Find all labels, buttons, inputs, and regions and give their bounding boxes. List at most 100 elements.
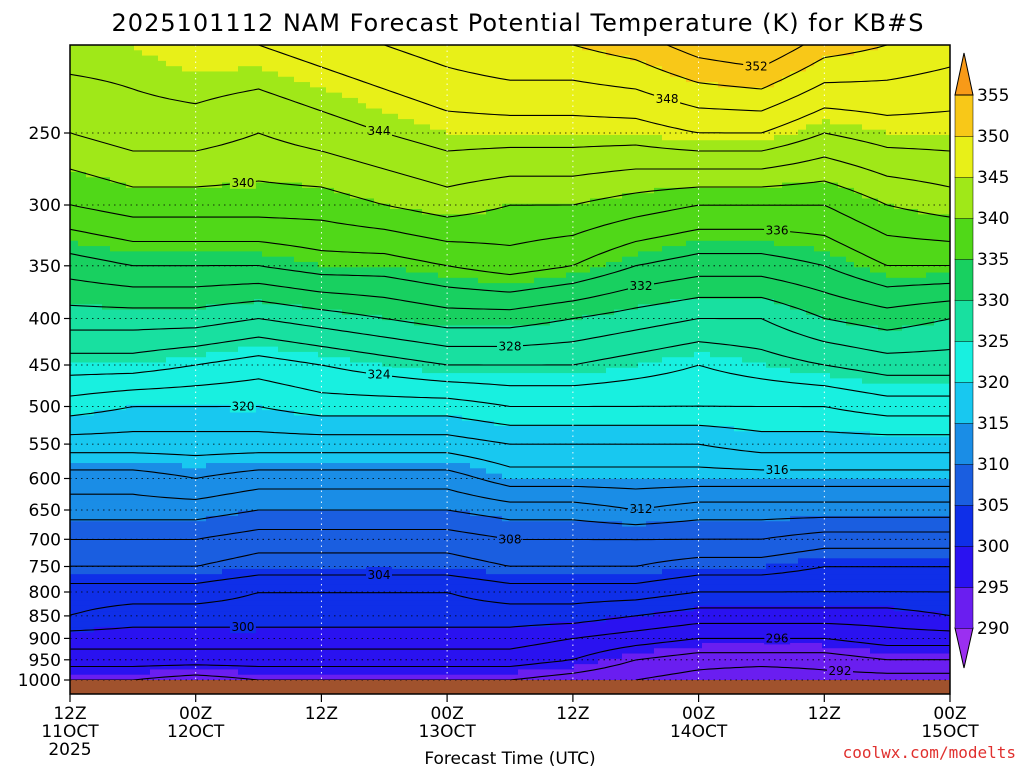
field-cell <box>270 346 279 353</box>
field-cell <box>222 187 231 194</box>
field-cell <box>126 87 135 94</box>
field-cell <box>238 156 247 163</box>
field-cell <box>158 505 167 512</box>
field-cell <box>278 505 287 512</box>
field-cell <box>158 293 167 300</box>
field-cell <box>246 55 255 62</box>
field-cell <box>350 336 359 342</box>
field-cell <box>118 574 127 581</box>
field-cell <box>278 309 287 316</box>
field-cell <box>286 124 295 131</box>
field-cell <box>326 198 335 205</box>
field-cell <box>222 166 231 173</box>
field-cell <box>174 124 183 131</box>
field-cell <box>86 399 95 406</box>
field-cell <box>318 60 327 67</box>
field-cell <box>222 658 231 665</box>
field-cell <box>342 71 351 78</box>
field-cell <box>134 611 143 618</box>
field-cell <box>334 664 343 671</box>
field-cell <box>70 314 79 321</box>
field-cell <box>190 542 199 549</box>
field-cell <box>222 415 231 422</box>
field-cell <box>398 140 407 147</box>
field-cell <box>302 293 311 300</box>
field-cell <box>326 410 335 417</box>
field-cell <box>350 166 359 173</box>
field-cell <box>166 293 175 300</box>
field-cell <box>150 463 159 469</box>
field-cell <box>358 463 367 469</box>
field-cell <box>374 537 383 544</box>
field-cell <box>190 150 199 157</box>
field-cell <box>390 256 399 263</box>
field-cell <box>126 230 135 237</box>
field-cell <box>86 447 95 454</box>
field-cell <box>134 314 143 321</box>
field-cell <box>270 600 279 607</box>
field-cell <box>134 595 143 602</box>
field-cell <box>222 283 231 290</box>
field-cell <box>102 553 111 559</box>
field-cell <box>86 240 95 247</box>
field-cell <box>94 388 103 395</box>
field-cell <box>334 309 343 316</box>
field-cell <box>222 463 231 469</box>
field-cell <box>134 637 143 644</box>
field-cell <box>302 283 311 290</box>
field-cell <box>158 542 167 549</box>
field-cell <box>126 362 135 369</box>
field-cell <box>222 330 231 337</box>
field-cell <box>246 463 255 469</box>
field-cell <box>294 214 303 221</box>
field-cell <box>142 60 151 67</box>
field-cell <box>78 558 87 565</box>
field-cell <box>78 611 87 618</box>
field-cell <box>262 187 271 194</box>
field-cell <box>270 447 279 454</box>
field-cell <box>294 648 303 655</box>
field-cell <box>118 399 127 406</box>
field-cell <box>118 267 127 274</box>
field-cell <box>350 314 359 321</box>
field-cell <box>374 240 383 247</box>
field-cell <box>326 468 335 475</box>
field-cell <box>374 156 383 163</box>
field-cell <box>382 209 391 215</box>
field-cell <box>358 674 367 680</box>
field-cell <box>110 468 119 475</box>
field-cell <box>70 103 79 110</box>
field-cell <box>230 267 239 274</box>
field-cell <box>86 500 95 506</box>
field-cell <box>278 547 287 554</box>
field-cell <box>326 341 335 348</box>
field-cell <box>270 542 279 549</box>
field-cell <box>126 288 135 295</box>
field-cell <box>110 97 119 104</box>
field-cell <box>358 574 367 581</box>
field-cell <box>390 193 399 200</box>
field-cell <box>214 648 223 655</box>
field-cell <box>278 484 287 491</box>
field-cell <box>262 82 271 88</box>
field-cell <box>118 108 127 115</box>
field-cell <box>342 76 351 83</box>
field-cell <box>358 441 367 448</box>
field-cell <box>134 209 143 215</box>
field-cell <box>262 156 271 163</box>
field-cell <box>150 441 159 448</box>
field-cell <box>166 658 175 665</box>
field-cell <box>278 45 287 51</box>
field-cell <box>366 309 375 316</box>
field-cell <box>238 209 247 215</box>
field-cell <box>150 653 159 660</box>
field-cell <box>174 526 183 533</box>
field-cell <box>142 299 151 305</box>
field-cell <box>86 378 95 385</box>
field-cell <box>174 553 183 559</box>
field-cell <box>342 367 351 374</box>
field-cell <box>374 553 383 559</box>
field-cell <box>318 97 327 104</box>
field-cell <box>86 658 95 665</box>
field-cell <box>350 452 359 459</box>
